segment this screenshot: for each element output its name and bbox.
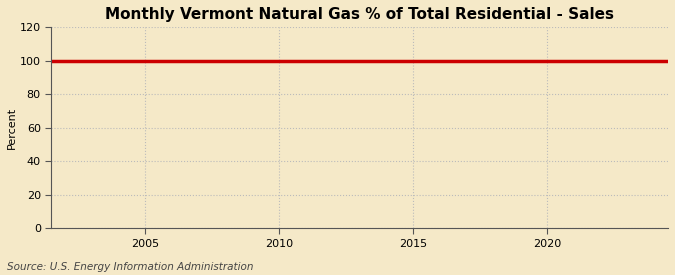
- Title: Monthly Vermont Natural Gas % of Total Residential - Sales: Monthly Vermont Natural Gas % of Total R…: [105, 7, 614, 22]
- Text: Source: U.S. Energy Information Administration: Source: U.S. Energy Information Administ…: [7, 262, 253, 272]
- Y-axis label: Percent: Percent: [7, 107, 17, 149]
